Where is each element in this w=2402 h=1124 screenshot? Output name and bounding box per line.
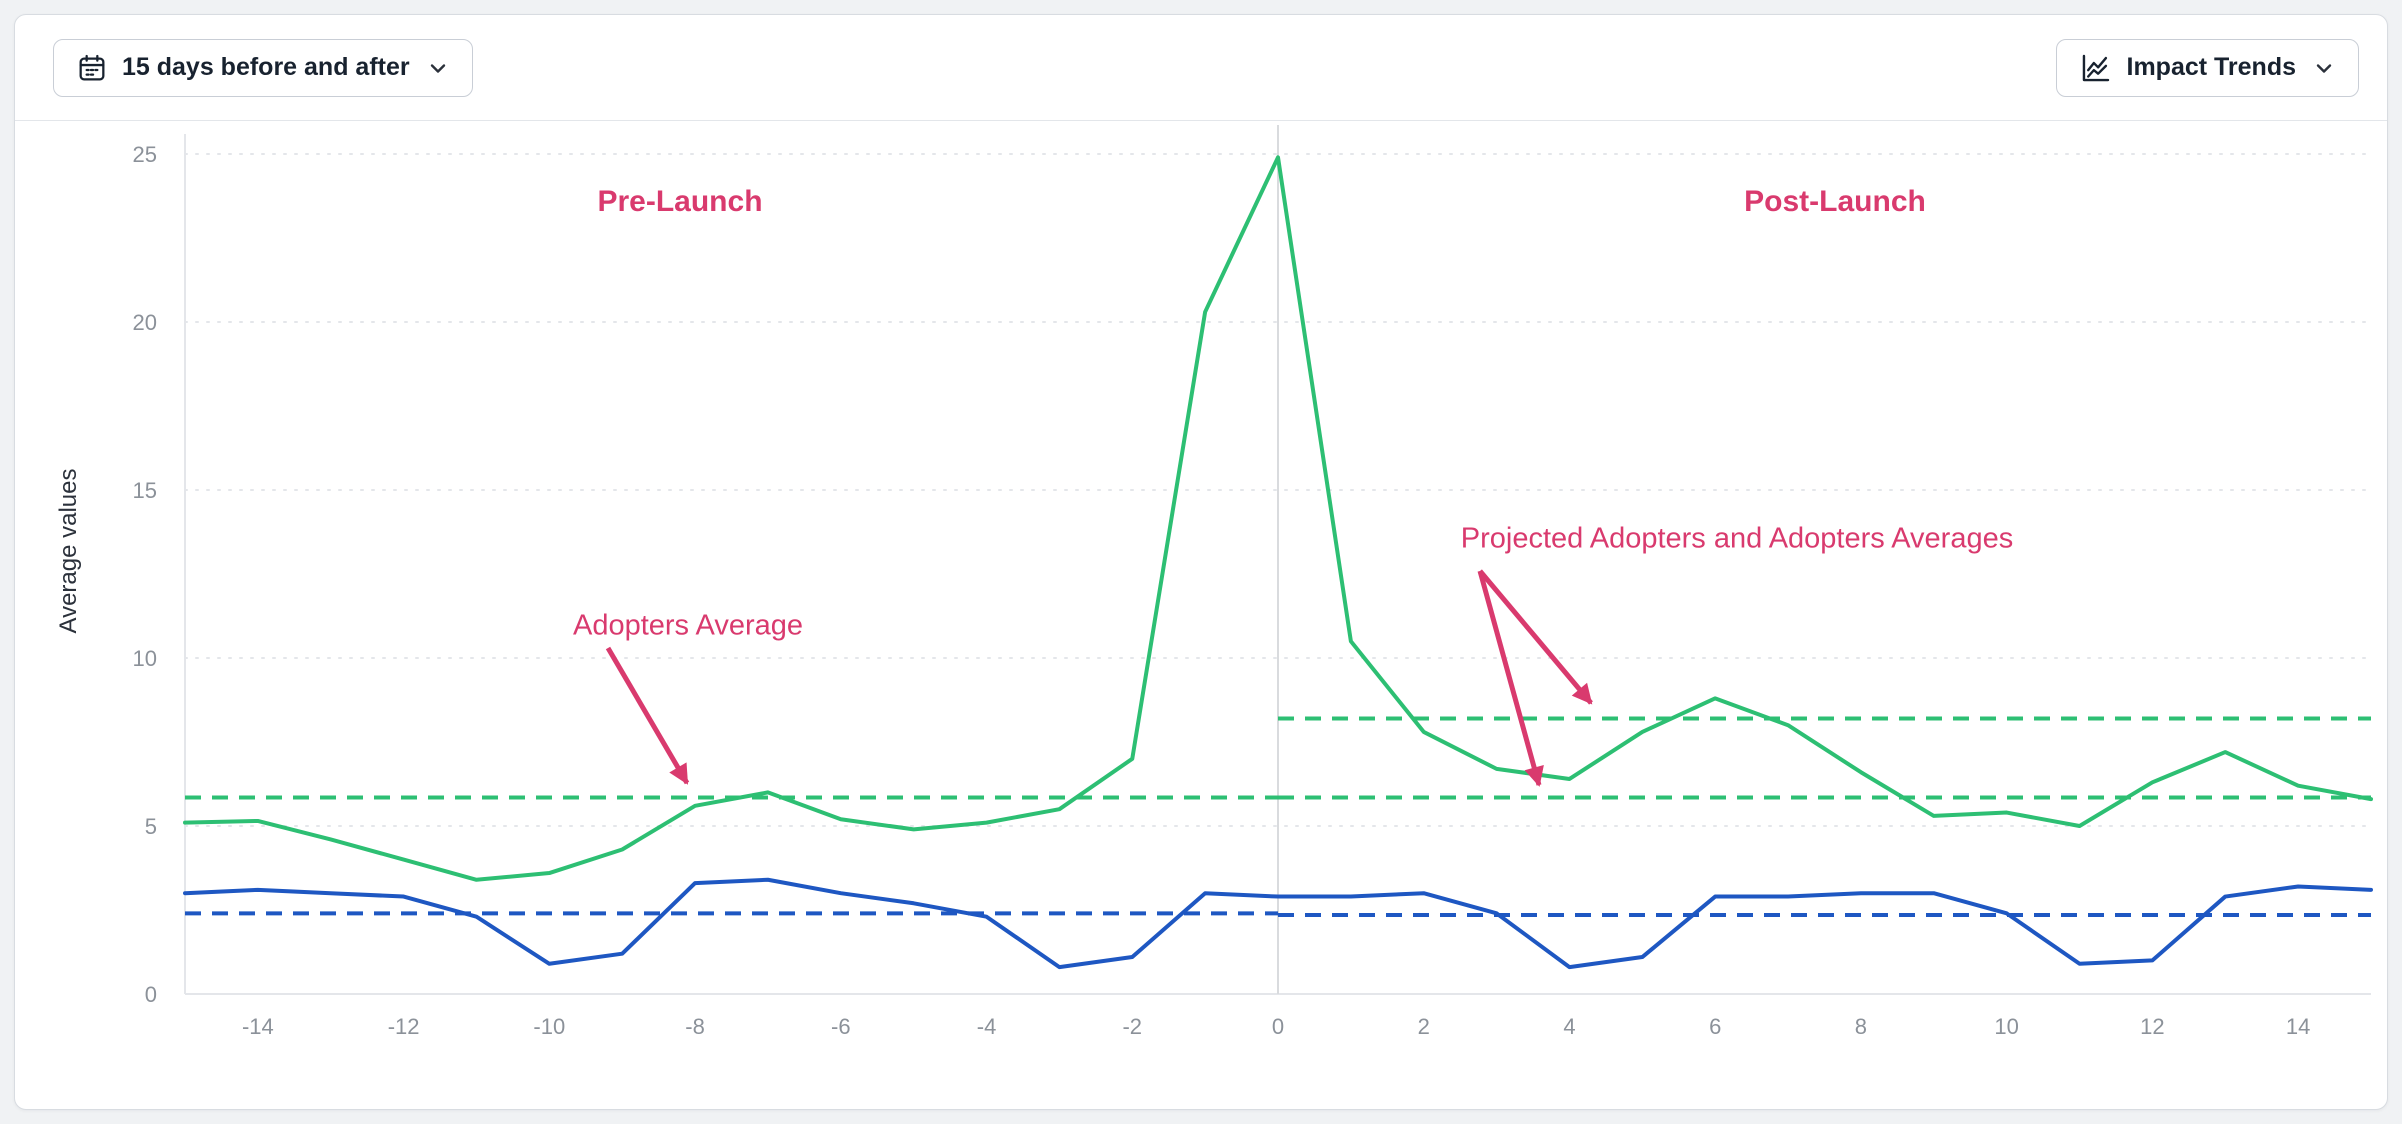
- svg-text:-14: -14: [242, 1014, 274, 1039]
- line-chart-icon: [2079, 51, 2113, 85]
- svg-text:-8: -8: [685, 1014, 705, 1039]
- impact-trends-label: Impact Trends: [2126, 53, 2297, 81]
- svg-text:0: 0: [145, 982, 157, 1007]
- post-launch-annotation: Post-Launch: [1744, 185, 1926, 218]
- projected-averages-annotation: Projected Adopters and Adopters Averages: [1460, 522, 2014, 555]
- date-range-selector[interactable]: 15 days before and after: [53, 38, 473, 97]
- svg-text:25: 25: [133, 142, 157, 167]
- svg-text:10: 10: [1994, 1014, 2018, 1039]
- svg-text:-2: -2: [1122, 1014, 1142, 1039]
- svg-text:14: 14: [2286, 1014, 2310, 1039]
- svg-text:2: 2: [1418, 1014, 1430, 1039]
- calendar-icon: [76, 52, 108, 84]
- date-range-label: 15 days before and after: [122, 53, 410, 81]
- toolbar: 15 days before and after Impact Trends: [15, 15, 2387, 121]
- svg-text:0: 0: [1272, 1014, 1284, 1039]
- chart-canvas: 0 5 10 15 20 25 -14 -12 -10 -8 -6 -4 -2 0 2 4 6 8 10 12 14: [133, 125, 2373, 1039]
- adopters-average-annotation: Adopters Average: [572, 609, 804, 642]
- chevron-down-icon: [426, 56, 450, 80]
- svg-text:4: 4: [1563, 1014, 1575, 1039]
- svg-text:6: 6: [1709, 1014, 1721, 1039]
- svg-text:10: 10: [133, 646, 157, 671]
- svg-text:-10: -10: [533, 1014, 565, 1039]
- impact-chart: 0 5 10 15 20 25 -14 -12 -10 -8 -6 -4 -2 0 2 4 6 8 10 12 14 A…: [15, 121, 2387, 1109]
- impact-trends-card: 15 days before and after Impact Trends 0…: [14, 14, 2388, 1110]
- svg-text:-6: -6: [831, 1014, 851, 1039]
- impact-trends-selector[interactable]: Impact Trends: [2055, 38, 2359, 97]
- pre-launch-annotation: Pre-Launch: [597, 185, 763, 218]
- chevron-down-icon: [2312, 56, 2336, 80]
- y-axis-label: Average values: [55, 468, 82, 634]
- svg-text:20: 20: [133, 310, 157, 335]
- svg-text:12: 12: [2140, 1014, 2164, 1039]
- svg-text:5: 5: [145, 814, 157, 839]
- svg-text:-12: -12: [388, 1014, 420, 1039]
- svg-text:15: 15: [133, 478, 157, 503]
- svg-text:-4: -4: [977, 1014, 997, 1039]
- svg-text:8: 8: [1855, 1014, 1867, 1039]
